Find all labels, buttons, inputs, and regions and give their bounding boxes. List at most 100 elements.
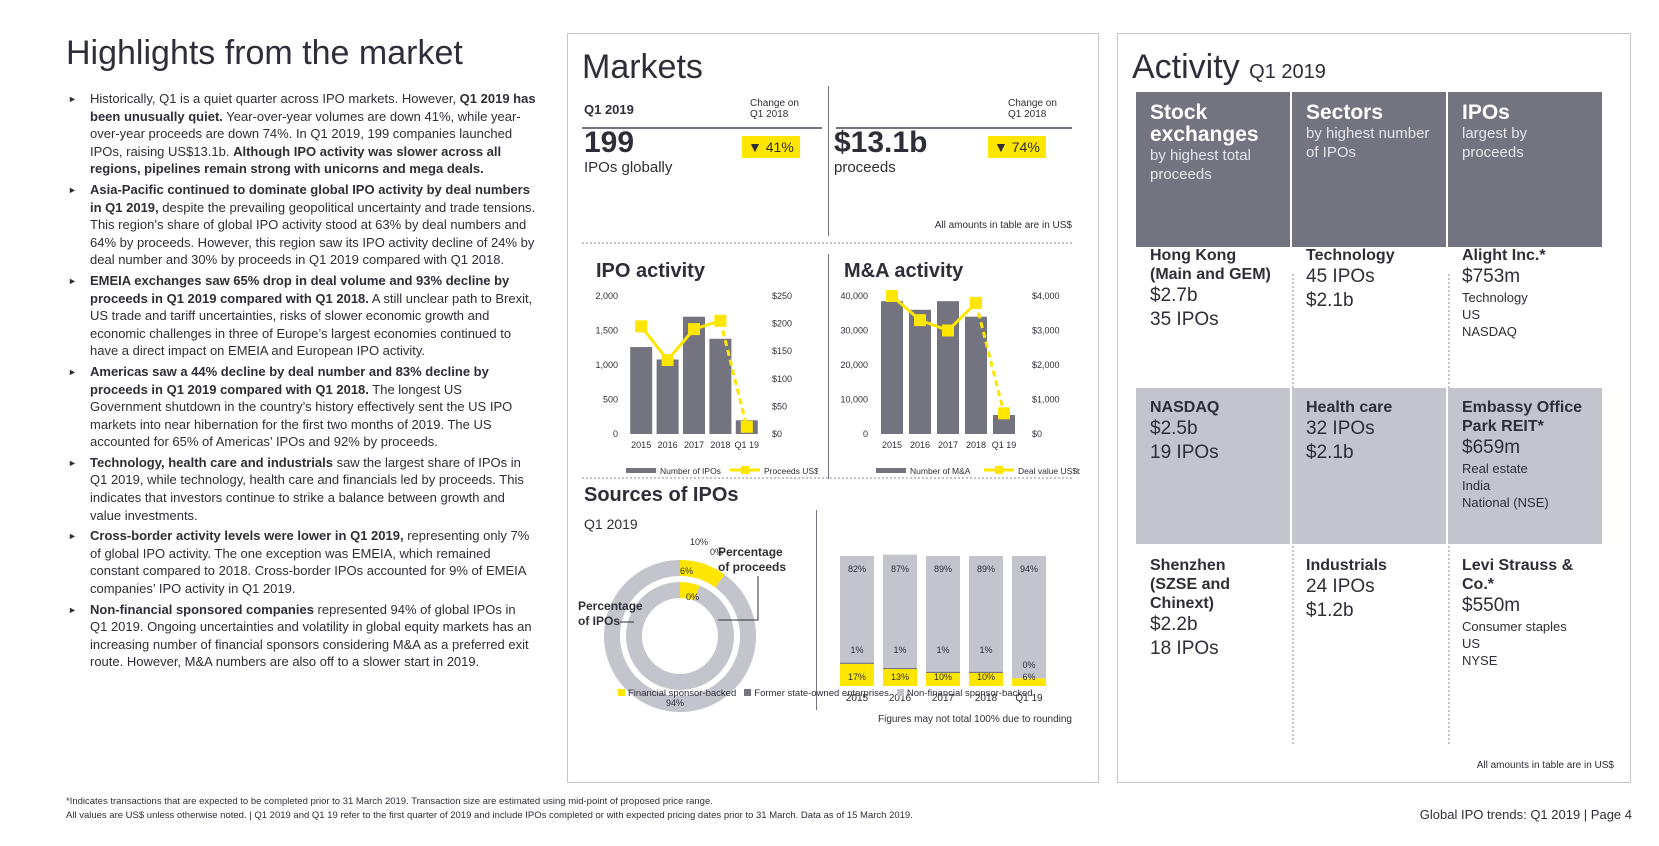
proceeds-value: $13.1b [834,126,928,159]
stacked-segment [840,663,874,686]
bar [993,415,1015,434]
highlight-bold-text: Cross-border activity levels were lower … [90,528,404,544]
stacked-segment [926,671,960,673]
x-tick-label: Q1 19 [735,440,760,450]
y2-tick-label: $2,000 [1032,360,1060,370]
bullet-arrow-icon: ► [68,604,77,615]
activity-cell: Technology 45 IPOs $2.1b [1292,236,1446,401]
x-tick-label: Q1 19 [1015,693,1043,704]
cell-value: $2.5b [1150,418,1198,439]
highlight-text: Year-over-year volumes are down 41%, whi… [90,108,521,159]
activity-title-quarter: Q1 2019 [1249,61,1326,83]
proceeds-change-label: Change on Q1 2018 [1008,98,1057,120]
highlight-text: represented 94% of global IPOs in Q1 201… [90,601,532,670]
stacked-segment [883,554,917,668]
activity-title: Activity Q1 2019 [1132,48,1326,87]
segment-label: 1% [850,645,863,655]
rounding-note: Figures may not total 100% due to roundi… [877,714,1072,725]
segment-label: 89% [977,564,995,574]
cell-detail: Consumer staples [1462,619,1567,634]
cell-detail: NASDAQ [1462,324,1517,339]
cell-name: Alight Inc.* [1462,247,1546,264]
highlight-text: Historically, Q1 is a quiet quarter acro… [90,91,460,106]
markets-title: Markets [582,48,703,86]
ipo-chart-title: IPO activity [596,260,705,282]
bar [630,347,653,434]
cell-name: Technology [1306,247,1395,264]
activity-cell: Levi Strauss & Co.* $550m Consumer staples… [1448,546,1602,711]
segment-label: 17% [848,672,866,682]
stacked-segment [926,673,960,686]
y2-tick-label: $1,000 [1032,395,1060,405]
bullet-arrow-icon: ► [68,531,77,542]
highlight-item: ► Technology, health care and industrials… [66,454,536,524]
y-tick-label: 10,000 [840,395,868,405]
segment-label: 1% [979,645,992,655]
column-header-title: Stock exchanges [1150,101,1259,146]
column-header-title: IPOs [1462,101,1510,124]
donut-label-proceeds-line2: of proceeds [718,560,786,574]
dotted-divider-2 [582,477,1072,479]
y2-tick-label: $50 [772,401,787,411]
bullet-arrow-icon: ► [68,275,77,286]
activity-column-header: IPOs largest by proceeds [1448,92,1602,247]
segment-label: 0% [1022,660,1035,670]
legend-label: Proceeds US$b [764,466,818,474]
donut-data-label: 6% [680,566,693,576]
x-tick-label: Q1 19 [992,440,1017,450]
highlight-item: ► Asia-Pacific continued to dominate glob… [66,181,536,269]
segment-label: 13% [891,672,909,682]
highlight-text: representing only 7% of global IPO activ… [90,528,530,597]
cell-value: 45 IPOs [1306,266,1375,287]
x-tick-label: 2015 [846,693,869,704]
cell-name: Embassy Office Park REIT* [1462,399,1583,435]
bullet-arrow-icon: ► [68,457,77,468]
cell-value-2: 35 IPOs [1150,309,1219,330]
y-tick-label: 1,500 [595,326,618,336]
activity-column-header: Sectors by highest number of IPOs [1292,92,1446,247]
legend-label: Deal value US$b [1018,466,1080,474]
bar [683,316,705,434]
stacked-segment [1012,556,1046,679]
segment-label: 10% [934,672,952,682]
activity-col-divider-1 [1292,274,1294,744]
x-tick-label: 2015 [631,440,651,450]
column-header-title: Sectors [1306,101,1384,124]
y2-tick-label: $3,000 [1032,326,1060,336]
donut-label-proceeds-line1: Percentage [718,545,783,559]
highlight-item: ► EMEIA exchanges saw 65% drop in deal vo… [66,272,536,360]
legend-label: Number of IPOs [660,466,721,474]
charts-vertical-rule [828,254,829,479]
y2-tick-label: $150 [772,346,792,356]
legend-swatch [744,689,752,696]
series-line-segment [718,320,749,428]
footnote-1: *Indicates transactions that are expecte… [66,796,713,807]
dotted-divider-1 [582,242,1072,244]
sources-stacked-bar-chart: 82% 1% 17% 2015 87% 1% 13% 2016 89% 1% 10% 2017 89% 1… [840,554,1046,704]
cell-value: $659m [1462,437,1521,458]
activity-column-header: Stock exchanges by highest total proceeds [1136,92,1290,247]
y2-tick-label: $200 [772,319,792,329]
highlight-item: ► Historically, Q1 is a quiet quarter acr… [66,90,536,178]
highlights-list: ► Historically, Q1 is a quiet quarter acr… [66,90,536,674]
legend-swatch [896,689,904,696]
y2-tick-label: $100 [772,374,792,384]
bullet-arrow-icon: ► [68,366,77,377]
x-tick-label: 2018 [710,440,730,450]
bar [656,359,679,434]
cell-detail: National (NSE) [1462,495,1549,510]
x-tick-label: 2018 [975,693,998,704]
x-tick-label: 2015 [882,440,902,450]
y2-tick-label: $4,000 [1032,291,1060,301]
line-point [714,314,727,327]
activity-cell: Health care 32 IPOs $2.1b [1292,388,1446,544]
markets-divider-left [582,127,822,129]
activity-cell: NASDAQ $2.5b 19 IPOs [1136,388,1290,544]
footnote-2: All values are US$ unless otherwise note… [66,810,913,821]
cell-value: 24 IPOs [1306,576,1375,597]
stacked-segment [840,556,874,663]
donut-data-label: 94% [666,698,684,708]
cell-value-2: 19 IPOs [1150,442,1219,463]
stacked-segment [840,662,874,664]
segment-label: 6% [1022,672,1035,682]
